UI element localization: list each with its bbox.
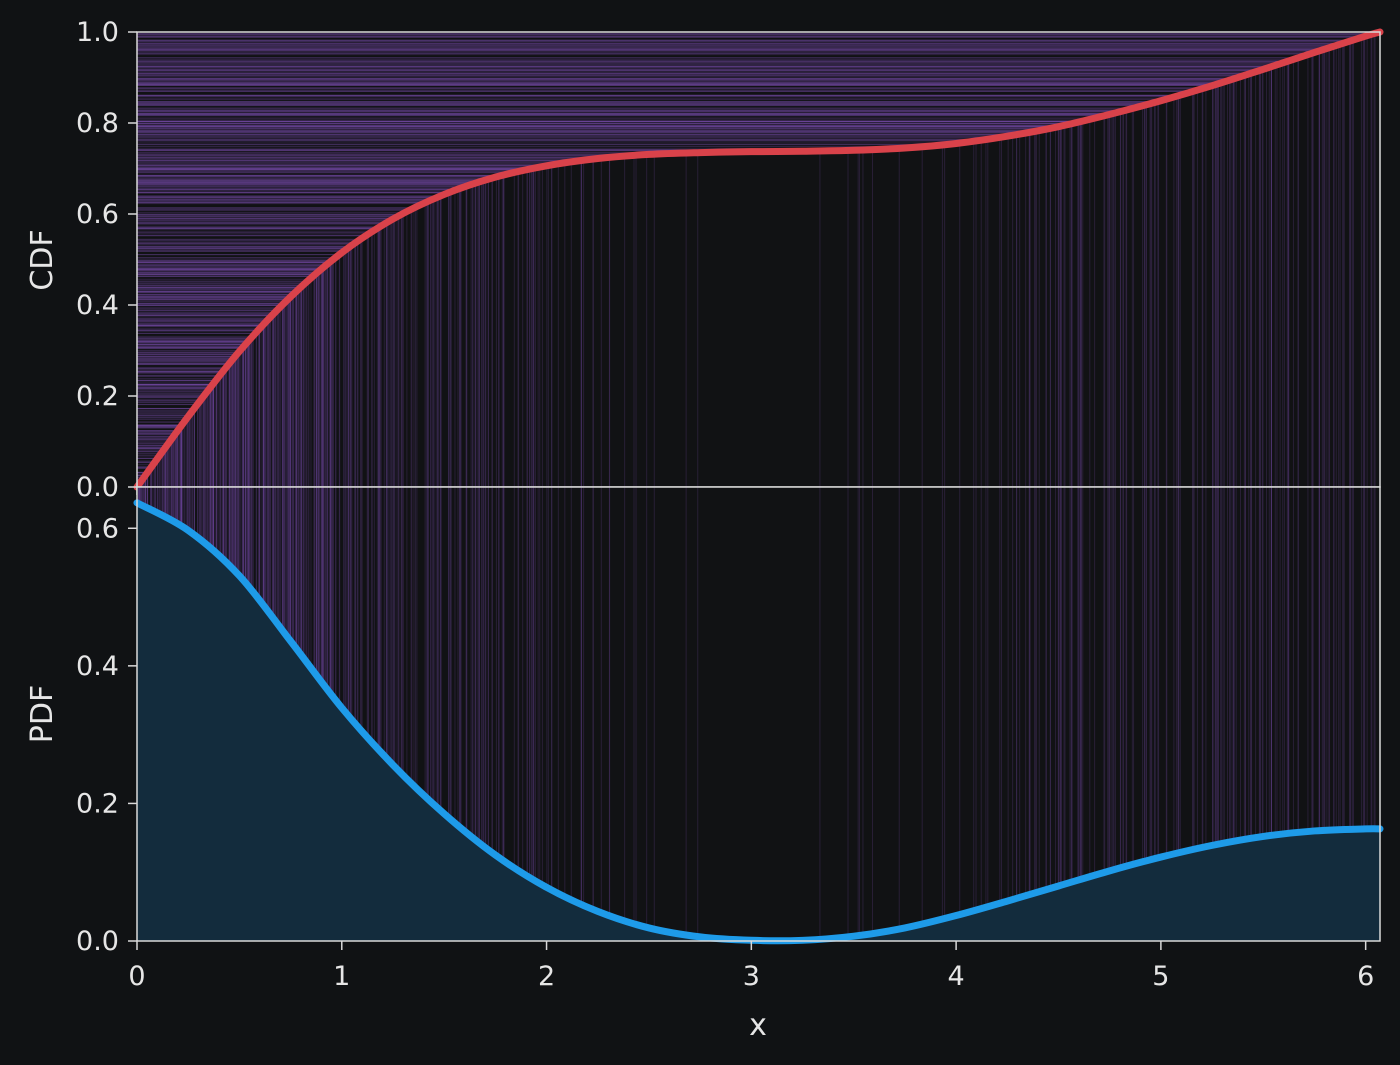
x-axis-label: x xyxy=(749,1008,767,1043)
top-horizontal-rug xyxy=(137,32,1376,486)
x-tick-label: 4 xyxy=(948,961,965,992)
top-y-tick-label: 0.8 xyxy=(76,108,119,139)
bottom-panel: 0.0 0.2 0.4 0.6 0 1 2 3 4 5 6 PDF x xyxy=(25,486,1384,1043)
bottom-x-axis-ticks: 0 1 2 3 4 5 6 xyxy=(128,941,1374,992)
top-y-axis-ticks: 0.0 0.2 0.4 0.6 0.8 1.0 xyxy=(76,17,137,503)
bottom-vertical-rug xyxy=(137,487,1376,939)
top-y-tick-label: 0.2 xyxy=(76,381,119,412)
x-tick-label: 3 xyxy=(743,961,760,992)
top-y-tick-label: 0.4 xyxy=(76,290,119,321)
x-tick-label: 5 xyxy=(1152,961,1169,992)
x-tick-label: 6 xyxy=(1357,961,1374,992)
top-y-axis-label: CDF xyxy=(25,229,60,290)
cdf-series-line xyxy=(133,28,1384,491)
top-y-tick-label: 1.0 xyxy=(76,17,119,48)
bottom-y-tick-label: 0.4 xyxy=(76,651,119,682)
bottom-y-tick-label: 0.0 xyxy=(76,926,119,957)
top-y-tick-label: 0.6 xyxy=(76,199,119,230)
bottom-plot-frame xyxy=(136,486,1381,942)
bottom-y-tick-label: 0.6 xyxy=(76,513,119,544)
pdf-area-fill xyxy=(137,502,1380,941)
x-tick-label: 2 xyxy=(538,961,555,992)
top-panel: 0.0 0.2 0.4 0.6 0.8 1.0 CDF xyxy=(25,17,1384,503)
bottom-y-axis-label: PDF xyxy=(25,685,60,743)
x-tick-label: 1 xyxy=(333,961,350,992)
bottom-y-tick-label: 0.2 xyxy=(76,788,119,819)
top-plot-area xyxy=(137,32,1380,487)
top-vertical-rug xyxy=(137,33,1376,487)
x-tick-label: 0 xyxy=(128,961,145,992)
bottom-y-axis-ticks: 0.0 0.2 0.4 0.6 xyxy=(76,513,137,957)
top-y-tick-label: 0.0 xyxy=(76,472,119,503)
